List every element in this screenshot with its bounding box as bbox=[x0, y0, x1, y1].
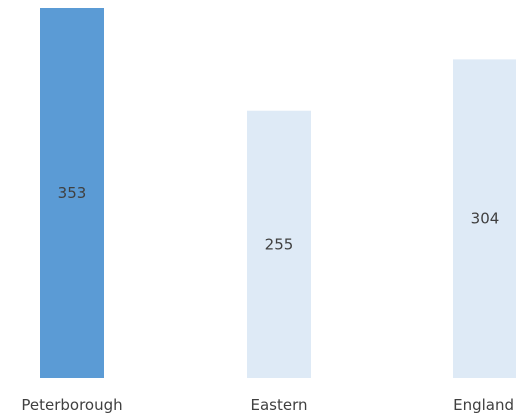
value-label-england: 304 bbox=[471, 210, 500, 228]
value-label-peterborough: 353 bbox=[58, 184, 87, 202]
bar-peterborough bbox=[40, 8, 104, 378]
category-labels-group: Peterborough Eastern England bbox=[21, 396, 514, 414]
bar-england bbox=[453, 59, 516, 378]
category-label-england: England bbox=[453, 396, 514, 414]
category-label-eastern: Eastern bbox=[250, 396, 307, 414]
bars-group bbox=[40, 8, 516, 378]
value-labels-group: 353 255 304 bbox=[58, 184, 500, 253]
category-label-peterborough: Peterborough bbox=[21, 396, 122, 414]
bar-eastern bbox=[247, 110, 311, 378]
value-label-eastern: 255 bbox=[265, 235, 294, 253]
